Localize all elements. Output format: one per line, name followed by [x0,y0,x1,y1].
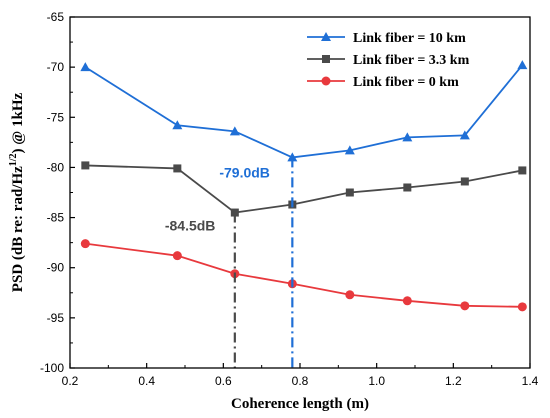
series-0-point-6 [459,130,470,140]
y-tick-label-0: -65 [47,10,65,24]
series-0-point-4 [344,145,355,155]
x-tick-label-6: 1.4 [522,374,539,388]
series-0-point-1 [172,120,183,130]
series-0-point-3 [287,152,298,162]
y-axis-label: PSD (dB re: rad/Hz1/2) @ 1kHz [8,92,26,292]
plot-frame [69,16,531,369]
series-lines [84,64,524,308]
y-axis-label-main: PSD (dB re: rad/Hz [10,166,26,292]
series-2-point-7 [517,302,527,312]
series-2-point-1 [172,251,182,261]
legend-label-1: Link fiber = 3.3 km [353,53,470,68]
series-1-point-0 [81,161,90,170]
series-line-1 [85,164,523,214]
series-0-point-7 [517,60,528,70]
y-axis-label-tail: ) @ 1kHz [10,92,26,153]
series-1-point-6 [460,177,469,186]
legend: Link fiber = 10 km Link fiber = 3.3 km Lin… [307,31,470,90]
y-tick-label-3: -80 [47,160,65,174]
x-tick-label-1: 0.4 [138,374,155,388]
legend-label-0: Link fiber = 10 km [353,31,466,46]
series-1-point-1 [173,164,182,173]
series-2-point-0 [80,239,90,249]
legend-marker-0 [321,32,331,41]
x-tick-label-4: 1.0 [368,374,385,388]
y-tick-label-2: -75 [47,110,65,124]
x-tick-label-0: 0.2 [62,374,79,388]
y-tick-label-4: -85 [47,211,65,225]
y-tick-label-1: -70 [47,60,65,74]
annotations: -79.0dB -84.5dB [165,157,294,368]
y-axis-label-superscript: 1/2 [8,153,19,166]
series-0-point-2 [229,126,240,136]
series-0-point-0 [80,62,91,72]
series-2-point-5 [402,296,412,306]
x-tick-label-3: 0.8 [292,374,309,388]
y-tick-label-5: -90 [47,261,65,275]
annotation-label-0: -79.0dB [219,164,270,180]
series-markers [80,60,528,312]
y-tick-label-7: -100 [40,361,64,375]
legend-marker-2 [321,76,331,86]
legend-marker-1 [322,55,330,63]
x-tick-label-2: 0.6 [215,374,232,388]
series-1-point-5 [403,183,412,192]
series-0-point-5 [402,132,413,142]
series-line-0 [84,64,524,159]
series-1-point-4 [345,188,354,197]
legend-label-2: Link fiber = 0 km [353,75,459,90]
x-axis-label: Coherence length (m) [231,396,369,412]
x-tick-label-5: 1.2 [445,374,462,388]
series-2-point-4 [345,290,355,300]
annotation-label-1: -84.5dB [165,218,216,234]
series-1-point-7 [518,166,527,175]
y-tick-label-6: -95 [47,311,65,325]
series-line-2 [85,242,523,308]
series-2-point-6 [460,301,470,311]
